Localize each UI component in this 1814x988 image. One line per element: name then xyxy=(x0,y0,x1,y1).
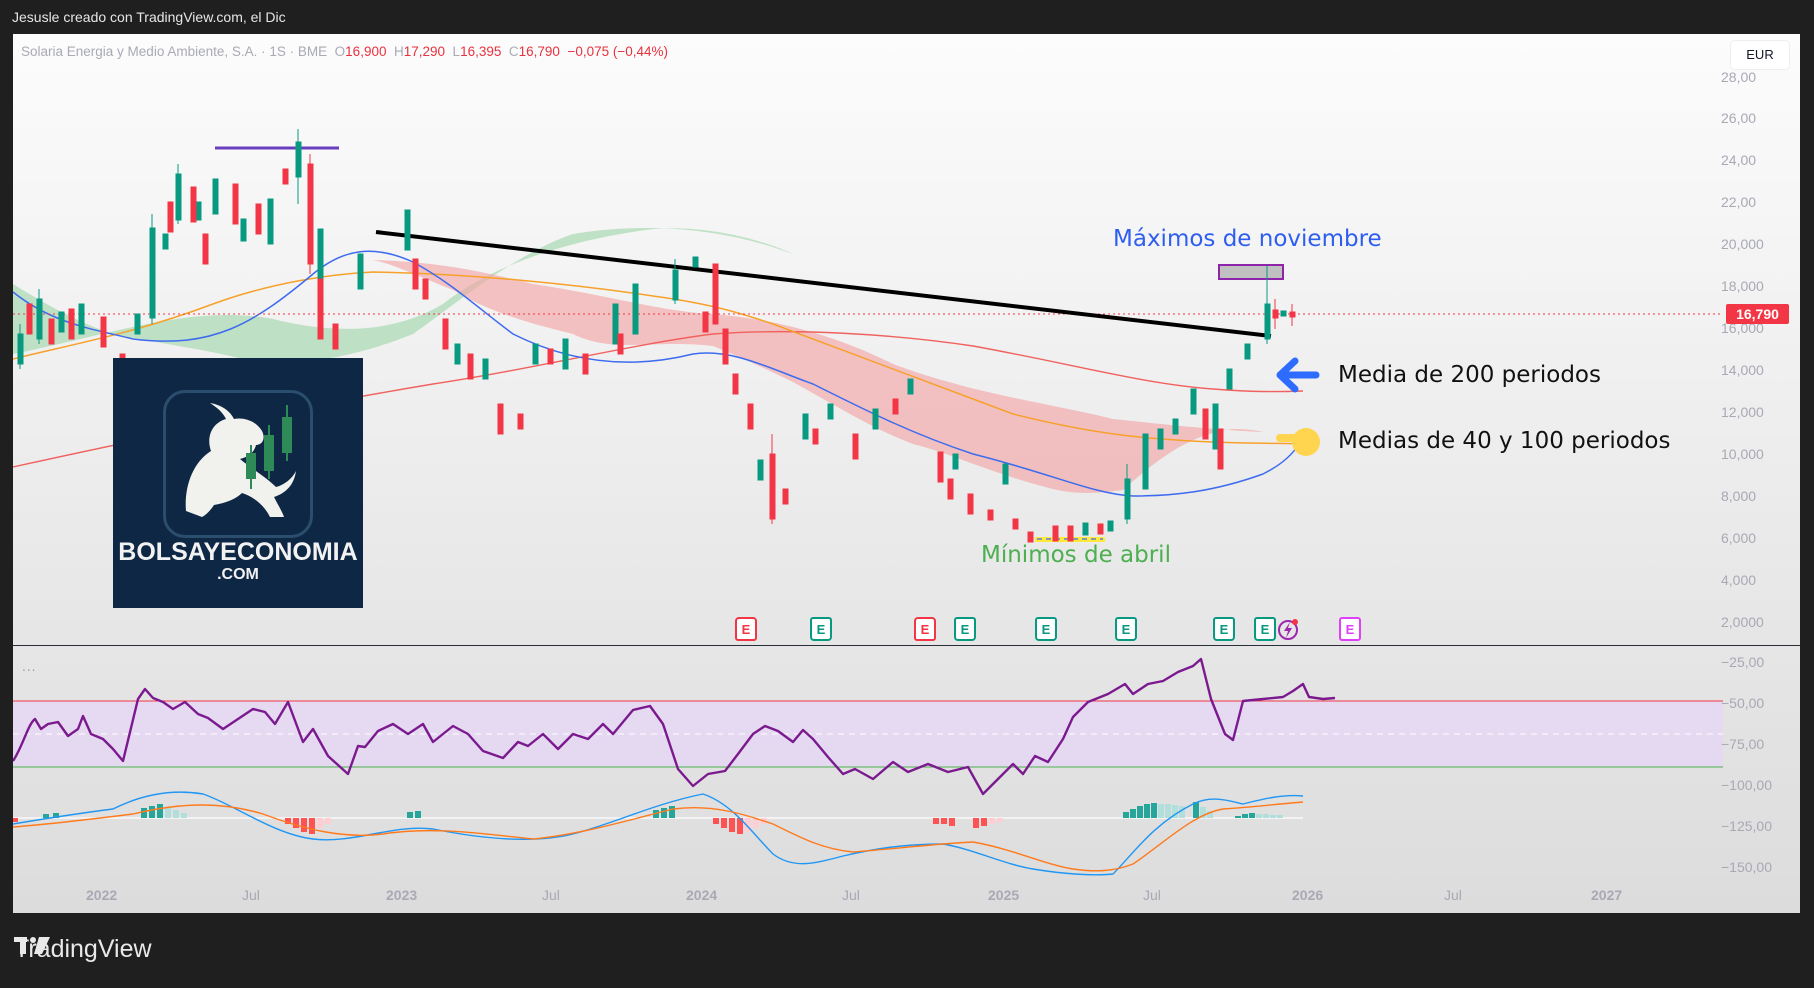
tradingview-footer: TradingView xyxy=(14,935,152,964)
earnings-marker-icon[interactable]: E xyxy=(1115,617,1137,641)
svg-text:Jul: Jul xyxy=(1444,887,1462,903)
svg-text:6,000: 6,000 xyxy=(1721,530,1756,546)
svg-text:Jul: Jul xyxy=(242,887,260,903)
svg-text:24,00: 24,00 xyxy=(1721,152,1756,168)
svg-text:−100,00: −100,00 xyxy=(1721,777,1772,793)
annotation-ma200: Media de 200 periodos xyxy=(1338,362,1601,388)
low-value: 16,395 xyxy=(460,44,502,59)
bolsayeconomia-logo: BOLSAYECONOMIA .COM xyxy=(113,358,363,608)
earnings-marker-icon[interactable]: E xyxy=(914,617,936,641)
symbol-name[interactable]: Solaria Energia y Medio Ambiente, S.A. ·… xyxy=(21,44,328,59)
earnings-marker-icon[interactable]: E xyxy=(1254,617,1276,641)
svg-text:26,00: 26,00 xyxy=(1721,110,1756,126)
high-value: 17,290 xyxy=(403,44,446,59)
lightning-event-icon[interactable] xyxy=(1277,618,1299,642)
svg-text:Jul: Jul xyxy=(842,887,860,903)
earnings-marker-icon[interactable]: E xyxy=(1035,617,1057,641)
ma100-line xyxy=(13,271,1304,445)
earnings-forecast-icon[interactable]: E xyxy=(1339,617,1361,641)
chart-svg: 28,00 26,00 24,00 22,00 20,000 18,000 16… xyxy=(13,69,1772,903)
svg-text:−125,00: −125,00 xyxy=(1721,818,1772,834)
svg-text:22,00: 22,00 xyxy=(1721,194,1756,210)
symbol-legend: Solaria Energia y Medio Ambiente, S.A. ·… xyxy=(21,44,669,59)
logo-emblem xyxy=(163,390,313,538)
svg-text:2024: 2024 xyxy=(686,887,717,903)
logo-domain: .COM xyxy=(217,566,259,583)
svg-text:−25,00: −25,00 xyxy=(1721,654,1764,670)
earnings-marker-icon[interactable]: E xyxy=(1213,617,1235,641)
earnings-marker-icon[interactable]: E xyxy=(954,617,976,641)
svg-text:4,000: 4,000 xyxy=(1721,572,1756,588)
bull-icon xyxy=(185,403,296,517)
svg-text:Jul: Jul xyxy=(542,887,560,903)
svg-text:10,000: 10,000 xyxy=(1721,446,1764,462)
change-value: −0,075 (−0,44%) xyxy=(567,44,669,59)
annotation-max-nov: Máximos de noviembre xyxy=(1113,226,1382,252)
rsi-line xyxy=(13,657,1336,796)
oscillator-pane: −25,00 −50,00 −75,00 −100,00 −125,00 −15… xyxy=(13,654,1772,876)
svg-text:Jul: Jul xyxy=(1143,887,1161,903)
annotation-min-abril: Mínimos de abril xyxy=(981,542,1171,568)
svg-text:16,000: 16,000 xyxy=(1721,320,1764,336)
svg-text:2,0000: 2,0000 xyxy=(1721,614,1764,630)
svg-text:2022: 2022 xyxy=(86,887,117,903)
svg-text:14,000: 14,000 xyxy=(1721,362,1764,378)
open-value: 16,900 xyxy=(345,44,387,59)
candles xyxy=(17,129,1296,543)
arrow-left-icon xyxy=(1276,357,1320,393)
svg-text:12,000: 12,000 xyxy=(1721,404,1764,420)
svg-text:2027: 2027 xyxy=(1591,887,1622,903)
pane-menu-icon[interactable]: ... xyxy=(22,660,37,674)
svg-text:2023: 2023 xyxy=(386,887,417,903)
svg-text:2025: 2025 xyxy=(988,887,1019,903)
ma40-line xyxy=(13,250,1304,497)
svg-text:18,000: 18,000 xyxy=(1721,278,1764,294)
svg-text:20,000: 20,000 xyxy=(1721,236,1764,252)
pointing-hand-icon xyxy=(1276,428,1320,456)
tradingview-logo-icon xyxy=(14,937,50,954)
price-axis: 28,00 26,00 24,00 22,00 20,000 18,000 16… xyxy=(1721,69,1764,630)
svg-text:28,00: 28,00 xyxy=(1721,69,1756,85)
annotation-ma40-100: Medias de 40 y 100 periodos xyxy=(1338,428,1671,454)
earnings-marker-icon[interactable]: E xyxy=(810,617,832,641)
chart-caption: Jesusle creado con TradingView.com, el D… xyxy=(12,9,286,25)
logo-text: BOLSAYECONOMIA xyxy=(118,538,358,566)
svg-text:−50,00: −50,00 xyxy=(1721,695,1764,711)
earnings-marker-icon[interactable]: E xyxy=(735,617,757,641)
svg-text:−75,00: −75,00 xyxy=(1721,736,1764,752)
svg-text:8,000: 8,000 xyxy=(1721,488,1756,504)
last-price-tag: 16,790 xyxy=(1726,304,1789,324)
close-value: 16,790 xyxy=(518,44,560,59)
pane-divider[interactable] xyxy=(13,645,1800,646)
chart-frame[interactable]: 28,00 26,00 24,00 22,00 20,000 18,000 16… xyxy=(13,34,1800,913)
nov-max-box xyxy=(1218,264,1284,280)
svg-text:2026: 2026 xyxy=(1292,887,1323,903)
time-axis: 2022 Jul 2023 Jul 2024 Jul 2025 Jul 2026… xyxy=(86,887,1622,903)
currency-button[interactable]: EUR xyxy=(1730,40,1790,70)
svg-text:−150,00: −150,00 xyxy=(1721,859,1772,875)
trendline xyxy=(375,230,1272,338)
